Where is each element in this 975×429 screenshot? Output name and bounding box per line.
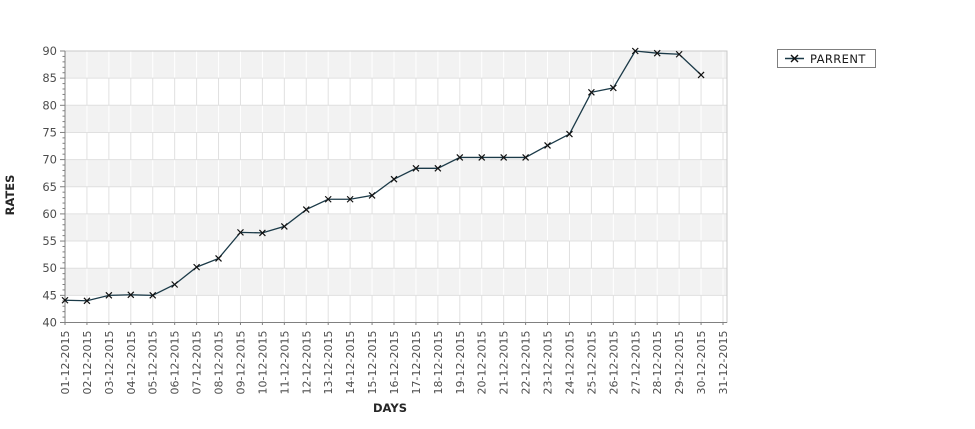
x-tick-label: 14-12-2015 <box>344 331 357 395</box>
data-point-marker <box>324 195 332 203</box>
data-point-marker <box>280 222 288 230</box>
x-tick-label: 13-12-2015 <box>322 331 335 395</box>
data-point-marker <box>105 291 113 299</box>
data-point-marker <box>456 154 464 161</box>
data-point-marker <box>675 50 683 58</box>
x-tick-label: 21-12-2015 <box>498 331 511 395</box>
data-point-marker <box>346 195 354 203</box>
x-tick-label: 26-12-2015 <box>607 331 620 395</box>
y-tick-label: 85 <box>42 71 57 85</box>
x-tick-label: 29-12-2015 <box>673 331 686 395</box>
legend-label: PARRENT <box>810 51 866 66</box>
x-tick-label: 04-12-2015 <box>125 331 138 395</box>
x-tick-label: 05-12-2015 <box>147 331 160 395</box>
y-axis-title: RATES <box>3 175 17 216</box>
x-tick-label: 18-12-2015 <box>432 331 445 395</box>
x-tick-label: 25-12-2015 <box>585 331 598 395</box>
x-tick-label: 02-12-2015 <box>81 331 94 395</box>
x-tick-label: 30-12-2015 <box>695 331 708 395</box>
x-tick-label: 03-12-2015 <box>103 331 116 395</box>
data-point-marker <box>566 130 573 138</box>
x-tick-label: 01-12-2015 <box>59 331 72 395</box>
data-point-marker <box>302 206 310 213</box>
data-point-marker <box>258 229 266 237</box>
y-tick-label: 80 <box>42 98 57 112</box>
data-point-marker <box>83 297 91 305</box>
data-point-marker <box>697 71 705 79</box>
legend[interactable]: PARRENT <box>777 49 876 68</box>
data-point-marker <box>609 84 617 92</box>
data-point-marker <box>434 164 442 172</box>
data-point-marker <box>653 49 661 57</box>
data-point-marker <box>193 263 201 271</box>
x-tick-label: 07-12-2015 <box>191 331 204 395</box>
data-point-marker <box>500 154 508 161</box>
x-tick-label: 15-12-2015 <box>366 331 379 395</box>
x-tick-label: 27-12-2015 <box>629 331 642 395</box>
x-tick-label: 08-12-2015 <box>213 331 226 395</box>
data-point-marker <box>127 291 135 299</box>
x-axis-title: DAYS <box>373 401 407 415</box>
data-point-marker <box>587 88 595 96</box>
plot-band <box>65 105 727 133</box>
y-tick-label: 90 <box>42 44 57 58</box>
data-point-marker <box>171 281 179 288</box>
plot-band <box>65 213 727 242</box>
x-tick-label: 28-12-2015 <box>651 331 664 395</box>
data-point-marker <box>215 255 222 262</box>
y-tick-label: 45 <box>42 288 57 302</box>
x-tick-label: 10-12-2015 <box>256 331 269 395</box>
data-point-marker <box>61 296 69 304</box>
y-tick-label: 55 <box>42 234 57 248</box>
x-tick-label: 19-12-2015 <box>454 331 467 395</box>
data-point-marker <box>412 164 420 172</box>
y-tick-label: 65 <box>42 180 57 194</box>
plot-band <box>65 159 727 187</box>
plot-band <box>65 51 727 79</box>
data-point-marker <box>368 192 376 199</box>
x-tick-label: 12-12-2015 <box>300 331 313 395</box>
y-tick-label: 70 <box>42 153 57 167</box>
y-tick-label: 75 <box>42 125 57 139</box>
series-marker-icon <box>785 54 804 63</box>
y-tick-label: 60 <box>42 207 57 221</box>
x-tick-label: 22-12-2015 <box>520 331 533 395</box>
x-tick-label: 31-12-2015 <box>717 331 730 395</box>
x-tick-label: 06-12-2015 <box>169 331 182 395</box>
x-tick-label: 17-12-2015 <box>410 331 423 395</box>
plot-band <box>65 268 727 296</box>
series-line <box>64 50 702 302</box>
x-tick-label: 20-12-2015 <box>476 331 489 395</box>
x-tick-label: 11-12-2015 <box>278 331 291 395</box>
data-point-marker <box>522 154 530 161</box>
data-point-marker <box>544 142 551 149</box>
x-tick-label: 09-12-2015 <box>234 331 247 395</box>
x-tick-label: 23-12-2015 <box>542 331 555 395</box>
data-point-marker <box>478 154 486 161</box>
x-tick-label: 16-12-2015 <box>388 331 401 395</box>
x-tick-label: 24-12-2015 <box>563 331 576 395</box>
data-point-marker <box>237 228 244 236</box>
data-point-marker <box>390 175 398 183</box>
data-point-marker <box>149 291 157 299</box>
y-tick-label: 50 <box>42 261 57 275</box>
y-tick-label: 40 <box>42 316 57 330</box>
data-point-marker <box>631 47 639 55</box>
